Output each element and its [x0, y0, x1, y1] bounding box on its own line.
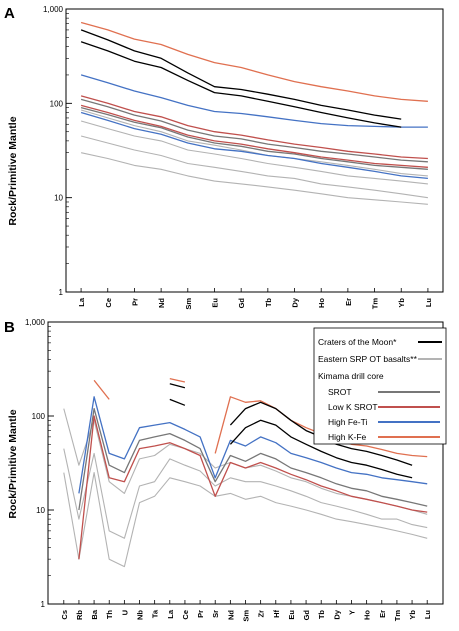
legend-label-4: Low K SROT [328, 402, 378, 412]
series-line-eastern-srp-ot-basalts-3 [80, 120, 428, 185]
series-line-eastern-srp-ot-basalts-4 [80, 135, 428, 199]
x-tick-label-ce: Ce [104, 298, 113, 308]
x-tick-label-er: Er [378, 610, 387, 618]
x-tick-label-yb: Yb [397, 298, 406, 308]
panel-a-ylabel: Rock/Primitive Mantle [7, 116, 19, 225]
x-tick-label-ho: Ho [317, 298, 326, 308]
x-tick-label-nd: Nd [226, 610, 235, 620]
legend-box [313, 327, 447, 445]
series-line-low-k-srot-8 [80, 95, 428, 160]
x-tick-label-ce: Ce [181, 610, 190, 620]
x-tick-label-tb: Tb [264, 298, 273, 308]
series-line-craters-of-the-moon-0 [80, 29, 402, 120]
series-line-high-k-fe-12 [80, 21, 428, 102]
x-tick-label-la: La [166, 609, 175, 619]
y-tick-label: 1,000 [25, 318, 46, 327]
panel-b-ylabel: Rock/Primitive Mantle [7, 409, 19, 518]
x-tick-label-sr: Sr [211, 610, 220, 618]
legend-label-5: High Fe-Ti [328, 417, 367, 427]
series-line-low-k-srot-9 [80, 104, 428, 168]
x-tick-label-lu: Lu [424, 298, 433, 308]
series-line-high-fe-ti-11 [80, 111, 428, 180]
x-tick-label-la: La [77, 297, 86, 307]
panel-b: B Rock/Primitive Mantle 1 10 100 1,000 Cs Rb B… [4, 318, 447, 622]
x-tick-label-gd: Gd [302, 610, 311, 621]
x-tick-label-th: Th [105, 610, 114, 620]
series-line-low-k-srot-6 [78, 415, 428, 560]
legend: Craters of the Moon* Eastern SRP OT basal… [313, 327, 447, 445]
series-line-craters-of-the-moon-1 [169, 398, 413, 479]
legend-label-1: Eastern SRP OT basalts** [318, 354, 418, 364]
panel-a-plot: 1 10 100 1,000 La Ce Pr Nd Sm Eu Gd Tb Dy Ho Er Tm Yb Lu [43, 5, 444, 310]
y-tick-label: 1,000 [43, 5, 64, 14]
panel-b-plot: 1 10 100 1,000 Cs Rb Ba Th U Nb Ta La Ce Pr Sr Nd Sm Zr Hf… [25, 318, 447, 622]
series-line-high-fe-ti-10 [80, 74, 428, 128]
x-tick-label-rb: Rb [75, 610, 84, 620]
series-line-srot-7 [80, 106, 428, 170]
panel-a-letter: A [4, 5, 15, 22]
x-tick-label-yb: Yb [408, 610, 417, 620]
x-tick-label-sm: Sm [184, 298, 193, 310]
plot-frame [65, 8, 444, 293]
series-line-srot-5 [78, 407, 428, 511]
x-tick-label-pr: Pr [196, 610, 205, 618]
legend-label-6: High K-Fe [328, 432, 367, 442]
y-tick-label: 10 [36, 506, 45, 515]
x-tick-label-tb: Tb [317, 610, 326, 620]
x-tick-label-dy: Dy [291, 297, 300, 307]
x-tick-label-lu: Lu [423, 610, 432, 620]
x-tick-label-gd: Gd [237, 298, 246, 309]
x-tick-label-dy: Dy [332, 609, 341, 619]
series-line-craters-of-the-moon-1 [80, 41, 402, 128]
x-tick-label-sm: Sm [242, 610, 251, 622]
x-tick-label-nb: Nb [136, 610, 145, 620]
panel-b-letter: B [4, 319, 15, 336]
y-tick-label: 10 [54, 194, 63, 203]
x-tick-label-ho: Ho [363, 610, 372, 620]
x-tick-label-zr: Zr [257, 610, 266, 618]
y-tick-label: 1 [59, 288, 64, 297]
legend-label-0: Craters of the Moon* [318, 337, 397, 347]
x-tick-label-tm: Tm [371, 298, 380, 310]
x-tick-label-nd: Nd [157, 298, 166, 308]
x-tick-label-er: Er [344, 298, 353, 306]
panel-a: A Rock/Primitive Mantle 1 10 100 1,000 La Ce P… [4, 5, 444, 310]
series-line-eastern-srp-ot-basalts-3 [63, 472, 428, 568]
legend-label-3: SROT [328, 387, 352, 397]
series-line-eastern-srp-ot-basalts-5 [80, 152, 428, 205]
y-tick-label: 100 [32, 412, 46, 421]
y-tick-label: 100 [50, 99, 64, 108]
x-tick-label-ba: Ba [90, 609, 99, 619]
series-line-srot-6 [80, 98, 428, 163]
x-tick-label-eu: Eu [210, 298, 219, 308]
x-tick-label-eu: Eu [287, 610, 296, 620]
x-tick-label-hf: Hf [272, 610, 281, 618]
x-tick-label-ta: Ta [151, 609, 160, 618]
x-tick-label-pr: Pr [130, 298, 139, 306]
legend-label-2: Kimama drill core [318, 371, 384, 381]
x-tick-label-u: U [120, 610, 129, 615]
y-tick-label: 1 [41, 600, 46, 609]
x-tick-label-cs: Cs [60, 610, 69, 620]
x-tick-label-y: Y [347, 610, 356, 615]
series-line-high-fe-ti-7 [78, 396, 428, 494]
series-line-eastern-srp-ot-basalts-2 [63, 448, 428, 539]
x-tick-label-tm: Tm [393, 610, 402, 622]
